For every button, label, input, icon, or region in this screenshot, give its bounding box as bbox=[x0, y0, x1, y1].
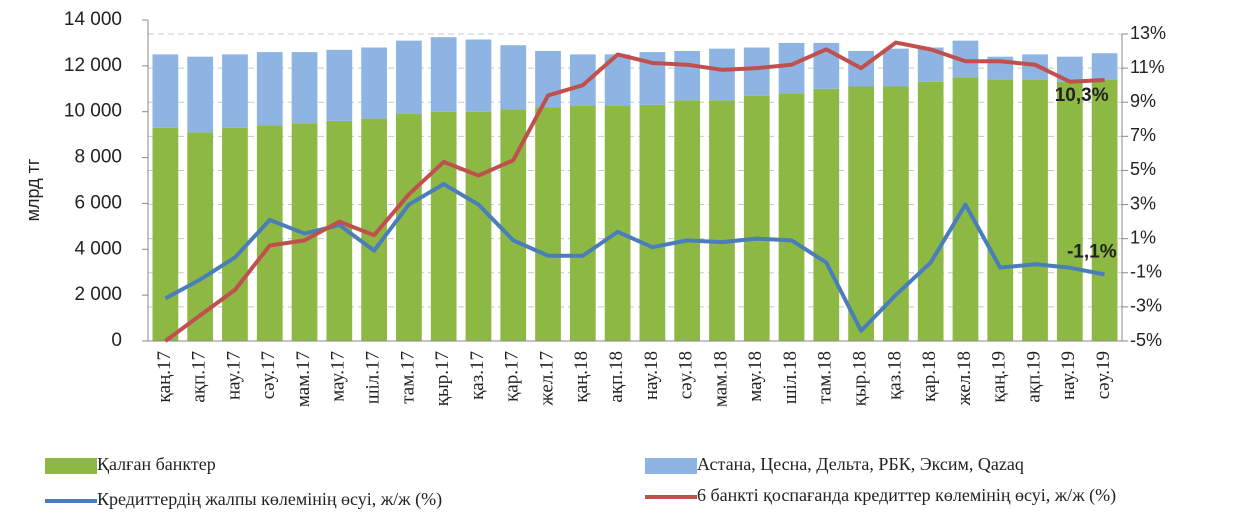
y-tick-label: 6 000 bbox=[74, 192, 122, 213]
x-tick-label: жел.18 bbox=[954, 351, 975, 407]
bar bbox=[709, 100, 735, 341]
x-tick-label: сәу.18 bbox=[676, 351, 697, 399]
bar bbox=[778, 93, 805, 341]
legend-label: 6 банкті қоспағанда кредиттер көлемінің … bbox=[697, 485, 1116, 506]
bar bbox=[743, 47, 770, 96]
x-tick-label: қыр.18 bbox=[849, 351, 870, 406]
x-tick-label: қаң.18 bbox=[571, 351, 592, 403]
bar bbox=[291, 52, 318, 124]
bar bbox=[535, 107, 561, 341]
x-tick-label: ақп.19 bbox=[1023, 351, 1044, 403]
bar bbox=[430, 111, 457, 341]
bar bbox=[361, 47, 387, 119]
bar bbox=[883, 48, 909, 87]
bar bbox=[709, 48, 735, 101]
x-tick-label: қар.18 bbox=[919, 351, 940, 402]
y2-tick-label: 13% bbox=[1130, 23, 1166, 43]
x-tick-label: мау.17 bbox=[328, 351, 349, 402]
bar bbox=[743, 95, 770, 342]
x-tick-label: қаң.17 bbox=[154, 351, 175, 403]
bar bbox=[952, 77, 979, 342]
y2-tick-label: 9% bbox=[1130, 91, 1156, 111]
x-tick-label: мам.18 bbox=[710, 351, 731, 407]
y2-tick-label: -5% bbox=[1130, 330, 1162, 350]
bar bbox=[326, 49, 353, 121]
x-tick-label: нау.17 bbox=[223, 351, 244, 400]
y-tick-label: 2 000 bbox=[74, 284, 122, 305]
x-tick-label: мам.17 bbox=[293, 351, 314, 407]
x-tick-label: шіл.18 bbox=[780, 351, 801, 404]
bar bbox=[187, 56, 214, 133]
y2-tick-label: 3% bbox=[1130, 193, 1156, 213]
x-tick-label: жел.17 bbox=[536, 351, 557, 407]
x-tick-label: қар.17 bbox=[502, 351, 523, 402]
x-tick-label: шіл.17 bbox=[362, 351, 383, 404]
y-tick-label: 12 000 bbox=[64, 55, 122, 76]
bar bbox=[396, 40, 422, 115]
y-tick-label: 0 bbox=[111, 330, 122, 351]
bar bbox=[674, 50, 701, 101]
y-tick-label: 4 000 bbox=[74, 238, 122, 259]
legend-label: Кредиттердің жалпы көлемінің өсуі, ж/ж (… bbox=[97, 489, 442, 510]
y2-tick-label: 5% bbox=[1130, 159, 1156, 179]
x-tick-label: қаз.18 bbox=[884, 351, 905, 400]
bar bbox=[1091, 79, 1118, 341]
bar bbox=[152, 54, 179, 128]
y2-tick-label: 1% bbox=[1130, 227, 1156, 247]
y-tick-label: 14 000 bbox=[64, 9, 122, 30]
x-tick-label: там.17 bbox=[397, 351, 418, 404]
x-tick-label: там.18 bbox=[815, 351, 836, 404]
x-tick-label: нау.19 bbox=[1058, 351, 1079, 400]
y2-tick-label: -3% bbox=[1130, 296, 1162, 316]
bar bbox=[604, 105, 631, 341]
x-tick-label: сәу.17 bbox=[258, 351, 279, 399]
x-tick-label: сәу.19 bbox=[1093, 351, 1114, 399]
bar bbox=[187, 132, 214, 341]
bar bbox=[222, 127, 248, 341]
bar bbox=[1022, 79, 1048, 341]
bar bbox=[222, 54, 248, 128]
y2-tick-label: 7% bbox=[1130, 125, 1156, 145]
bar bbox=[917, 81, 944, 342]
bar bbox=[569, 54, 596, 106]
x-tick-label: мау.18 bbox=[745, 351, 766, 402]
data-label: -1,1% bbox=[1067, 241, 1117, 262]
line bbox=[164, 40, 1105, 343]
data-label: 10,3% bbox=[1055, 85, 1109, 106]
bar bbox=[430, 37, 457, 112]
y-tick-label: 8 000 bbox=[74, 147, 122, 168]
y-tick-label: 10 000 bbox=[64, 101, 122, 122]
legend-label: Астана, Цесна, Дельта, РБК, Эксим, Qazaq bbox=[697, 454, 1024, 474]
bar bbox=[883, 86, 909, 341]
bar bbox=[500, 45, 527, 110]
x-tick-label: нау.18 bbox=[641, 351, 662, 400]
bar bbox=[987, 79, 1014, 341]
bar bbox=[848, 86, 874, 341]
bar bbox=[813, 88, 840, 342]
x-tick-label: ақп.18 bbox=[606, 351, 627, 403]
legend-label: Қалған банктер bbox=[97, 454, 216, 474]
bar bbox=[256, 125, 283, 341]
y2-tick-label: -1% bbox=[1130, 262, 1162, 282]
bar bbox=[465, 39, 492, 112]
x-tick-label: қыр.17 bbox=[432, 351, 453, 406]
bar bbox=[1091, 53, 1118, 80]
bar bbox=[1056, 81, 1083, 342]
x-tick-label: қаң.19 bbox=[989, 351, 1010, 403]
bar bbox=[465, 111, 492, 341]
bar bbox=[152, 127, 179, 341]
y-axis-label: млрд тг bbox=[23, 158, 43, 221]
bar bbox=[256, 52, 283, 126]
bar bbox=[778, 42, 805, 94]
bar bbox=[569, 105, 596, 341]
legend-swatch bbox=[45, 458, 97, 474]
bar bbox=[396, 114, 422, 341]
x-tick-label: қаз.17 bbox=[467, 351, 488, 400]
legend-swatch bbox=[645, 458, 697, 474]
bar bbox=[639, 104, 666, 341]
y2-tick-label: 11% bbox=[1130, 57, 1165, 77]
bar bbox=[674, 100, 701, 341]
x-tick-label: ақп.17 bbox=[189, 351, 210, 403]
